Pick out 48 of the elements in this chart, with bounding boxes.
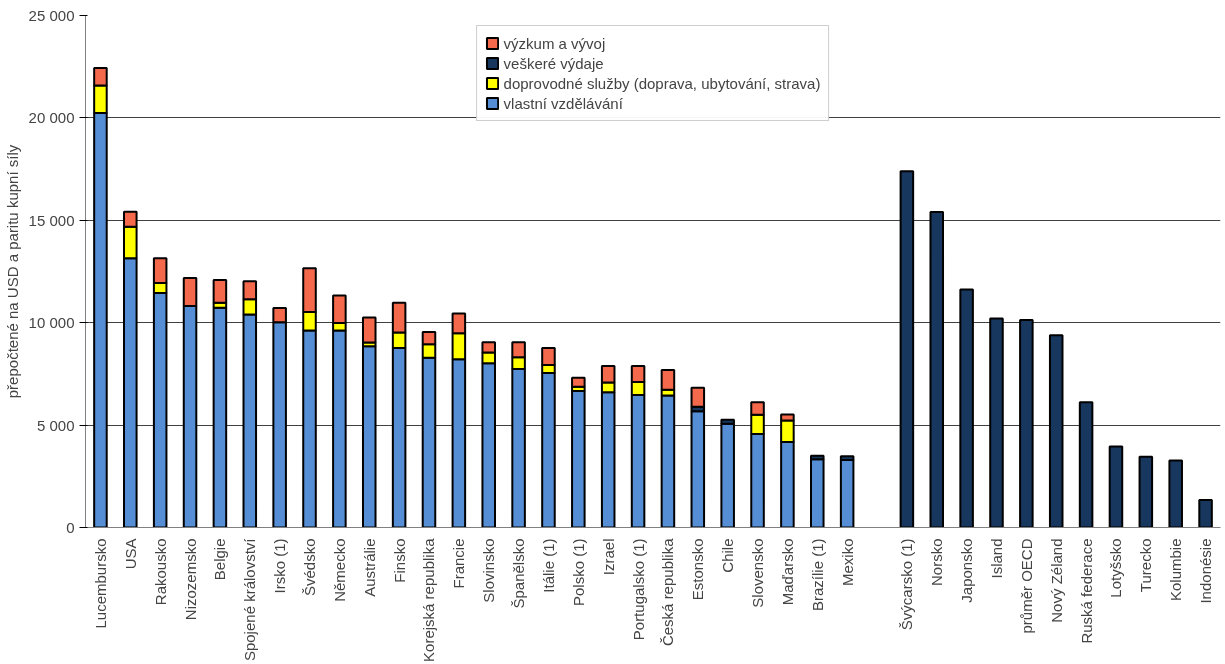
x-tick-label: Švýcarsko (1) — [898, 538, 916, 631]
x-tick-label: Španělsko — [510, 538, 528, 609]
y-axis-title: přepočtené na USD a paritu kupní síly — [3, 144, 21, 399]
x-tick-label: Německo — [330, 538, 348, 602]
x-tick-label: Chile — [719, 538, 737, 573]
x-tick-label: Česká republika — [659, 537, 677, 647]
x-tick-label: Rakousko — [151, 538, 169, 606]
legend-label: vlastní vzdělávání — [503, 94, 623, 112]
legend-label: doprovodné služby (doprava, ubytování, strava) — [503, 74, 821, 92]
y-tick-label: 20 000 — [28, 109, 75, 127]
x-tick-label: Irsko (1) — [271, 538, 289, 594]
x-tick-label: Maďarsko — [778, 538, 796, 606]
x-tick-label: Turecko — [1137, 538, 1155, 593]
x-tick-label: Nový Zéland — [1047, 538, 1065, 623]
legend-label: veškeré výdaje — [503, 54, 604, 72]
x-tick-label: Polsko (1) — [569, 538, 587, 607]
x-tick-label: Kolumbie — [1167, 538, 1185, 602]
x-tick-label: Estonsko — [689, 538, 707, 601]
x-tick-label: Portugalsko (1) — [629, 538, 647, 641]
x-tick-label: Ruská federace — [1077, 538, 1095, 644]
x-tick-label: Japonsko — [958, 538, 976, 603]
x-tick-label: Nizozemsko — [181, 538, 199, 621]
y-tick-label: 25 000 — [28, 7, 75, 24]
x-tick-label: Slovensko — [749, 538, 767, 608]
x-tick-label: Norsko — [928, 538, 946, 587]
x-tick-label: Indonésie — [1197, 538, 1215, 604]
x-tick-label: Lucembursko — [91, 538, 109, 629]
x-tick-label: Francie — [450, 538, 468, 589]
x-tick-label: Austrálie — [360, 538, 378, 597]
x-tick-label: Spojené království — [241, 537, 259, 662]
x-tick-label: Slovinsko — [480, 538, 498, 603]
x-tick-label: Švédsko — [301, 538, 319, 597]
y-tick-label: 15 000 — [28, 211, 75, 229]
x-tick-label: Island — [987, 538, 1005, 579]
x-tick-label: Korejská republika — [420, 537, 438, 662]
x-tick-label: USA — [121, 538, 139, 570]
y-tick-label: 10 000 — [28, 314, 75, 332]
x-tick-label: průměr OECD — [1017, 538, 1035, 634]
y-tick-label: 5 000 — [36, 416, 75, 434]
x-tick-label: Itálie (1) — [539, 538, 557, 593]
x-tick-label: Mexiko — [838, 538, 856, 587]
x-tick-label: Lotyšsko — [1107, 538, 1125, 598]
y-tick-label: 0 — [66, 519, 75, 536]
x-tick-label: Belgie — [211, 538, 229, 581]
x-tick-label: Izrael — [599, 538, 617, 576]
x-tick-label: Brazílie (1) — [808, 538, 826, 612]
legend-label: výzkum a vývoj — [503, 34, 606, 52]
x-tick-label: Finsko — [390, 538, 408, 583]
